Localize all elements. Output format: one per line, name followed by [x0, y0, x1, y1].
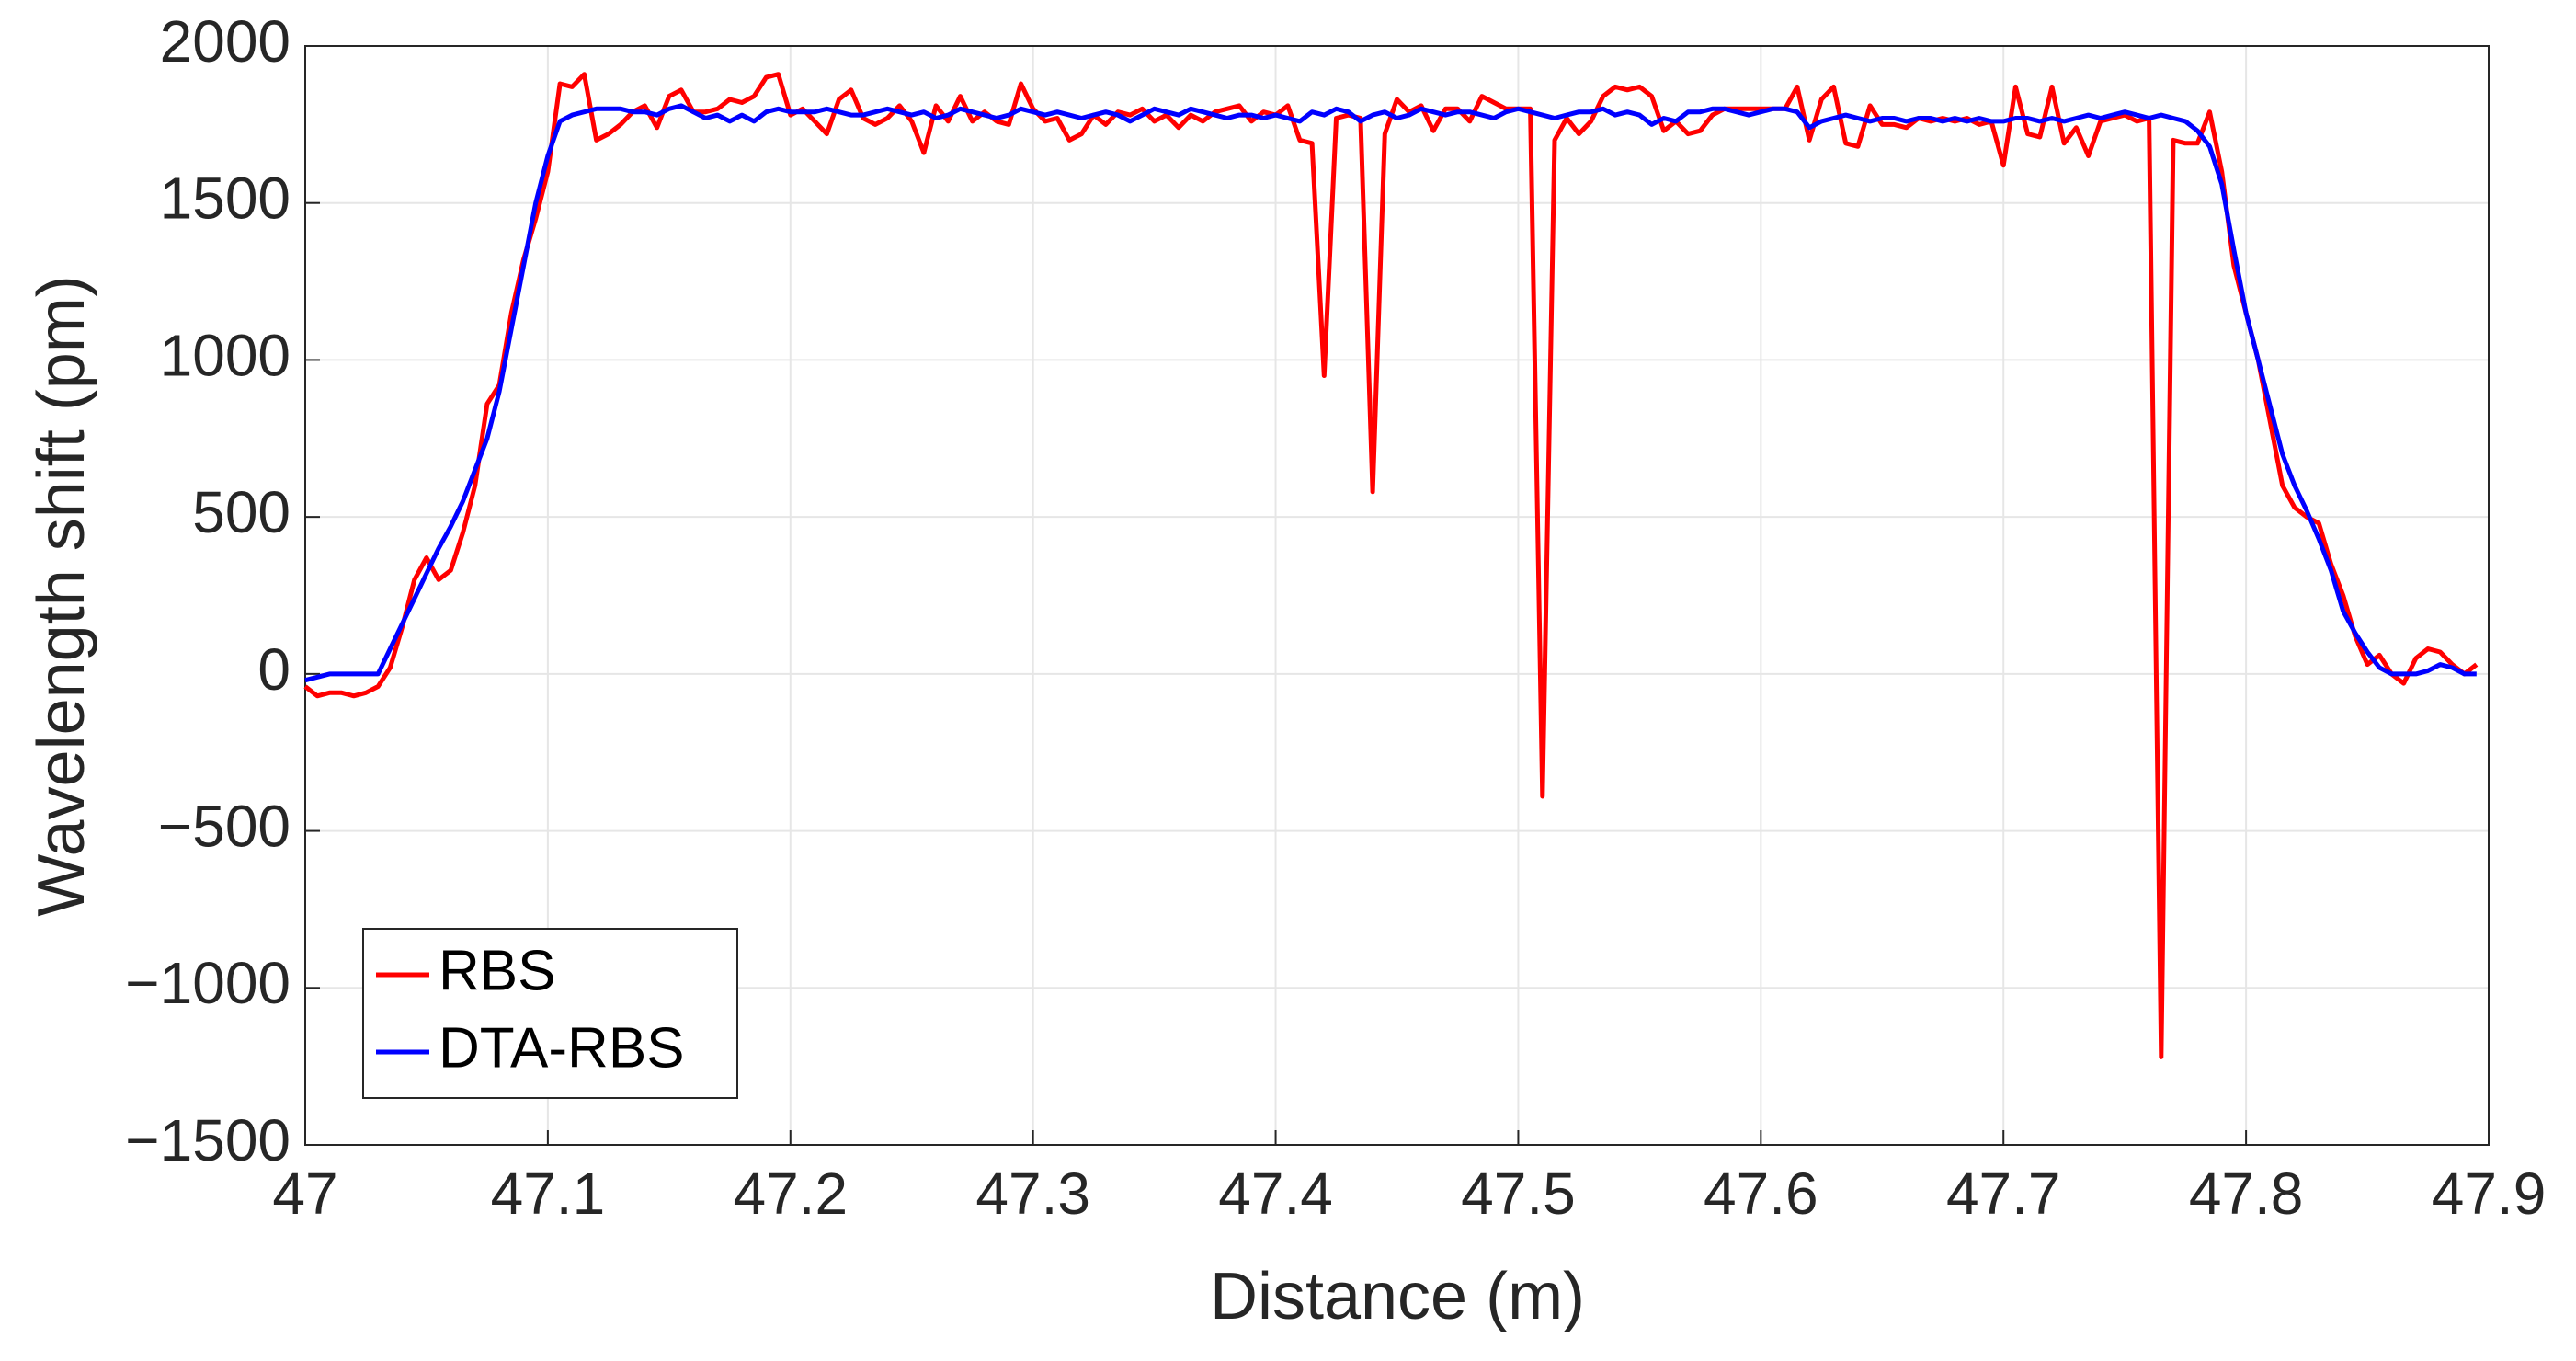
y-axis-label: Wavelength shift (pm): [25, 275, 98, 917]
y-tick-label: 2000: [160, 8, 291, 74]
x-tick-label: 47.1: [491, 1161, 606, 1227]
plot-frame: [304, 45, 2490, 1146]
x-tick-label: 47.4: [1218, 1161, 1333, 1227]
x-tick-label: 47.3: [975, 1161, 1090, 1227]
x-tick-label: 47.2: [733, 1161, 848, 1227]
y-tick-label: −500: [158, 793, 291, 859]
x-tick-label: 47.5: [1461, 1161, 1576, 1227]
y-tick-label: 0: [257, 636, 291, 703]
y-tick-label: −1500: [125, 1107, 291, 1173]
legend-box: [362, 928, 738, 1099]
y-tick-label: 1500: [160, 166, 291, 232]
data-line: [304, 103, 2477, 683]
x-tick-label: 47.6: [1704, 1161, 1818, 1227]
x-axis-label: Distance (m): [1210, 1260, 1585, 1333]
y-tick-label: 1000: [160, 322, 291, 388]
legend-label: RBS: [439, 939, 555, 1002]
y-tick-label: 500: [192, 479, 291, 545]
legend-label: DTA-RBS: [439, 1016, 685, 1080]
y-tick-label: −1000: [125, 950, 291, 1016]
x-tick-label: 47.8: [2189, 1161, 2304, 1227]
x-tick-label: 47.7: [1946, 1161, 2061, 1227]
x-tick-label: 47.9: [2432, 1161, 2547, 1227]
x-tick-label: 47: [272, 1161, 337, 1227]
